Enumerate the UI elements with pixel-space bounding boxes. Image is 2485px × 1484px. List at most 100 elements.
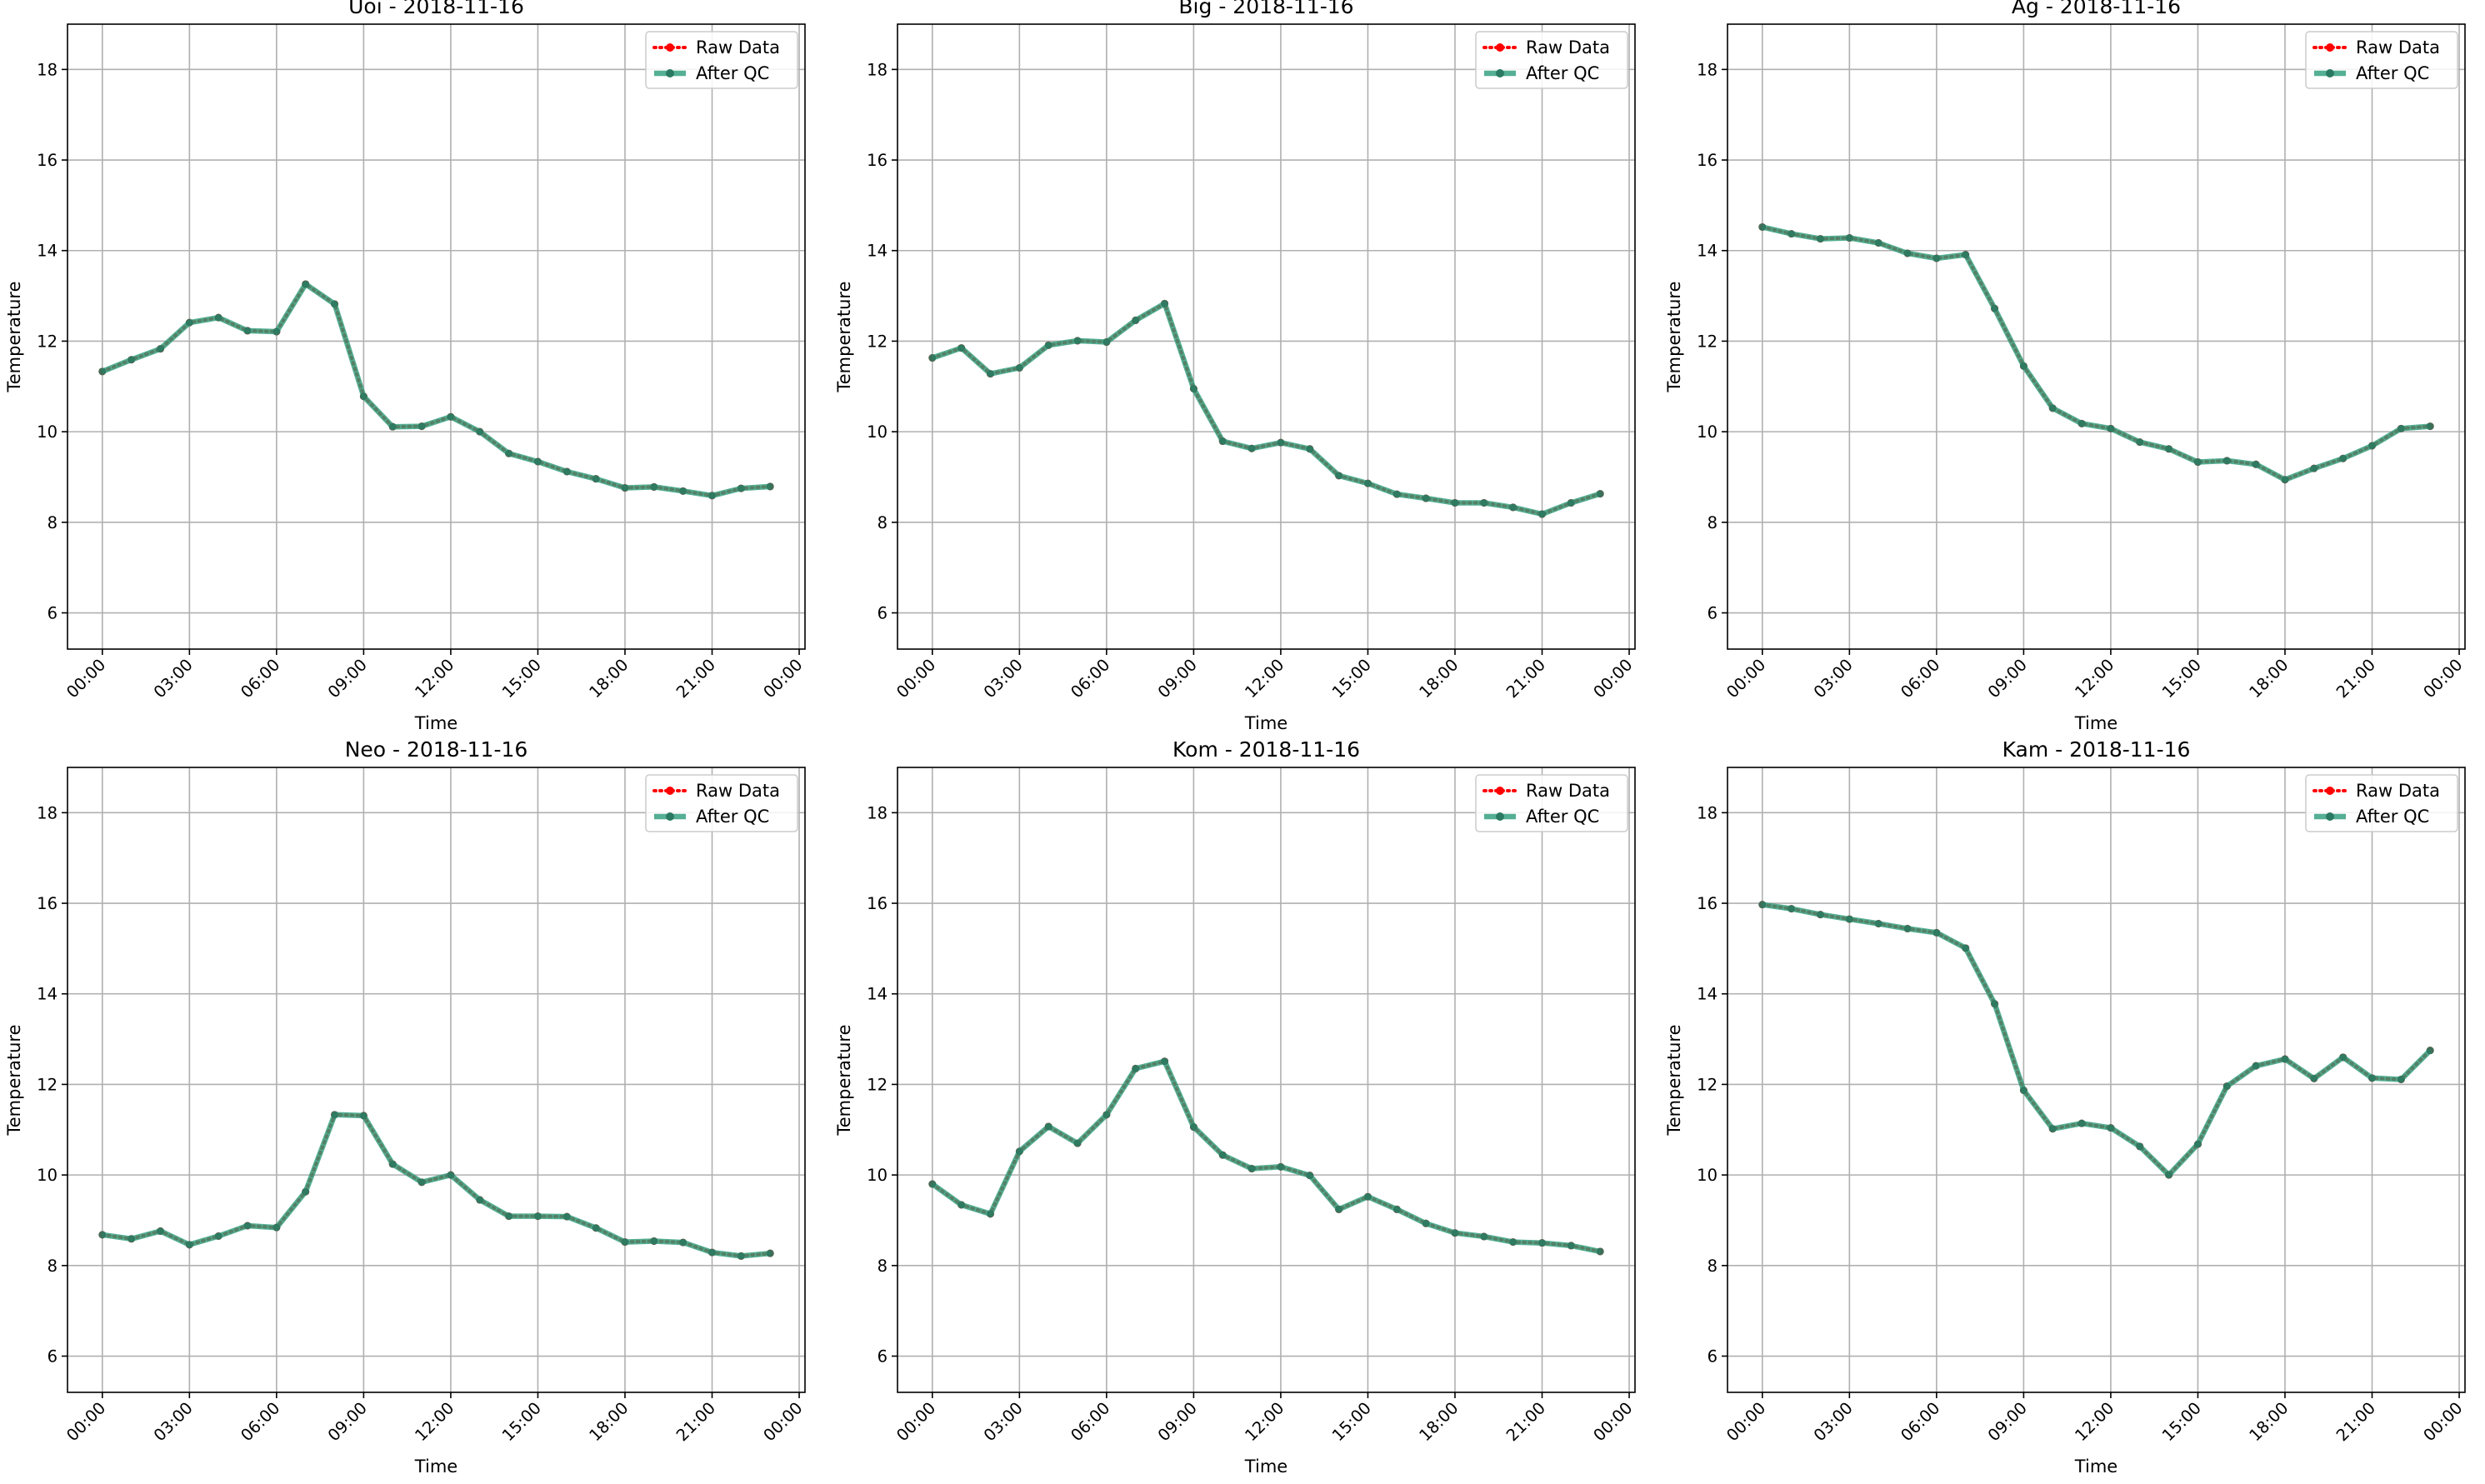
after-qc-point (243, 327, 252, 335)
subplot-2: 6 8 10 12 14 16 18 00:00 03:00 06:00 09:00 12:00 15:… (834, 0, 1637, 733)
after-qc-point (592, 1224, 600, 1232)
x-tick-label: 03:00 (980, 655, 1027, 702)
y-tick-label: 10 (37, 1166, 58, 1185)
legend-label-qc: After QC (2356, 63, 2429, 83)
axes-frame (67, 23, 806, 650)
y-tick-label: 18 (37, 60, 58, 79)
after-qc-point (272, 1223, 281, 1232)
panel-title: Big - 2018-11-16 (1178, 0, 1353, 18)
y-tick-label: 10 (867, 422, 888, 442)
y-tick-label: 6 (878, 1347, 888, 1367)
legend-label-qc: After QC (1526, 807, 1599, 827)
y-tick-label: 8 (878, 513, 888, 532)
legend-qc-marker (666, 69, 674, 77)
y-tick-label: 8 (48, 1257, 58, 1276)
legend-label-raw: Raw Data (696, 781, 780, 801)
after-qc-point (2281, 476, 2289, 484)
x-tick-label: 18:00 (2246, 655, 2292, 702)
x-tick-label: 03:00 (150, 655, 197, 702)
raw-data-line (1760, 902, 2432, 1177)
x-tick-label: 15:00 (498, 655, 545, 702)
x-tick-label: 15:00 (1328, 655, 1375, 702)
series-raw-data (98, 1111, 774, 1260)
after-qc-point (1567, 1242, 1575, 1250)
after-qc-point (1248, 1165, 1256, 1173)
x-tick-label: 15:00 (1328, 1398, 1375, 1445)
after-qc-point (2426, 422, 2434, 431)
x-tick-label: 21:00 (2332, 655, 2379, 702)
after-qc-point (2368, 1074, 2377, 1082)
after-qc-line (1762, 902, 2432, 1178)
y-axis-label: Temperature (834, 281, 854, 392)
after-qc-point (2397, 424, 2405, 432)
after-qc-point (1788, 230, 1796, 238)
after-qc-point (1903, 249, 1912, 257)
x-tick-label: 03:00 (1810, 1398, 1857, 1445)
after-qc-point (156, 1227, 164, 1236)
after-qc-point (1845, 234, 1853, 242)
y-tick-label: 16 (37, 151, 58, 170)
panel-title: Kam - 2018-11-16 (2002, 737, 2191, 762)
after-qc-point (447, 412, 455, 421)
after-qc-point (2078, 1119, 2086, 1127)
after-qc-point (621, 484, 629, 492)
y-tick-label: 16 (867, 151, 888, 170)
after-qc-point (1567, 498, 1575, 507)
after-qc-point (928, 1180, 937, 1188)
legend-raw-marker (2326, 787, 2334, 795)
after-qc-point (533, 1212, 542, 1221)
after-qc-point (447, 1171, 455, 1179)
after-qc-point (2310, 464, 2318, 472)
after-qc-point (1596, 490, 1604, 498)
legend-qc-marker (1496, 69, 1504, 77)
after-qc-point (1161, 299, 1169, 307)
legend-raw-marker (666, 43, 674, 52)
panel-title: Neo - 2018-11-16 (345, 737, 528, 762)
grid-lines (68, 767, 805, 1392)
y-tick-label: 12 (37, 1075, 58, 1094)
subplot-1: 6 8 10 12 14 16 18 00:00 03:00 06:00 09:00 12:00 15:… (4, 0, 807, 733)
after-qc-point (1102, 1111, 1111, 1119)
panel-title: Uoi - 2018-11-16 (348, 0, 524, 18)
x-tick-label: 12:00 (2071, 655, 2118, 702)
x-tick-label: 06:00 (1897, 1398, 1943, 1445)
grid-lines (898, 767, 1635, 1392)
x-tick-label: 18:00 (2246, 1398, 2292, 1445)
after-qc-point (272, 327, 281, 336)
after-qc-point (128, 1235, 136, 1243)
x-axis-label: Time (414, 1457, 458, 1477)
after-qc-point (958, 344, 966, 352)
series-after-qc (928, 299, 1604, 518)
raw-data-line (100, 1112, 772, 1258)
after-qc-point (650, 1237, 658, 1245)
after-qc-point (1306, 1172, 1314, 1180)
legend-label-raw: Raw Data (2356, 781, 2440, 801)
after-qc-point (2136, 1142, 2144, 1151)
y-tick-label: 10 (867, 1166, 888, 1185)
legend-qc-marker (1496, 812, 1504, 821)
legend-label-qc: After QC (1526, 63, 1599, 83)
after-qc-point (621, 1238, 629, 1247)
x-tick-label: 18:00 (586, 1398, 632, 1445)
y-tick-label: 10 (1697, 1166, 1718, 1185)
after-qc-point (2048, 404, 2057, 412)
after-qc-point (1874, 239, 1882, 247)
after-qc-point (1335, 472, 1343, 480)
x-tick-label: 00:00 (62, 655, 109, 702)
after-qc-point (1363, 1192, 1372, 1201)
after-qc-point (1480, 498, 1488, 507)
after-qc-point (359, 1112, 368, 1120)
x-tick-label: 12:00 (411, 655, 458, 702)
axes-frame (67, 767, 806, 1393)
x-tick-label: 03:00 (980, 1398, 1027, 1445)
after-qc-point (986, 370, 994, 378)
after-qc-point (1991, 304, 1999, 312)
grid-lines (1728, 767, 2465, 1392)
y-tick-label: 8 (1708, 1257, 1718, 1276)
after-qc-point (2019, 1087, 2028, 1094)
x-tick-label: 00:00 (62, 1398, 109, 1445)
legend: Raw Data After QC (2305, 31, 2458, 89)
series-raw-data (928, 299, 1604, 518)
after-qc-point (1758, 901, 1767, 909)
